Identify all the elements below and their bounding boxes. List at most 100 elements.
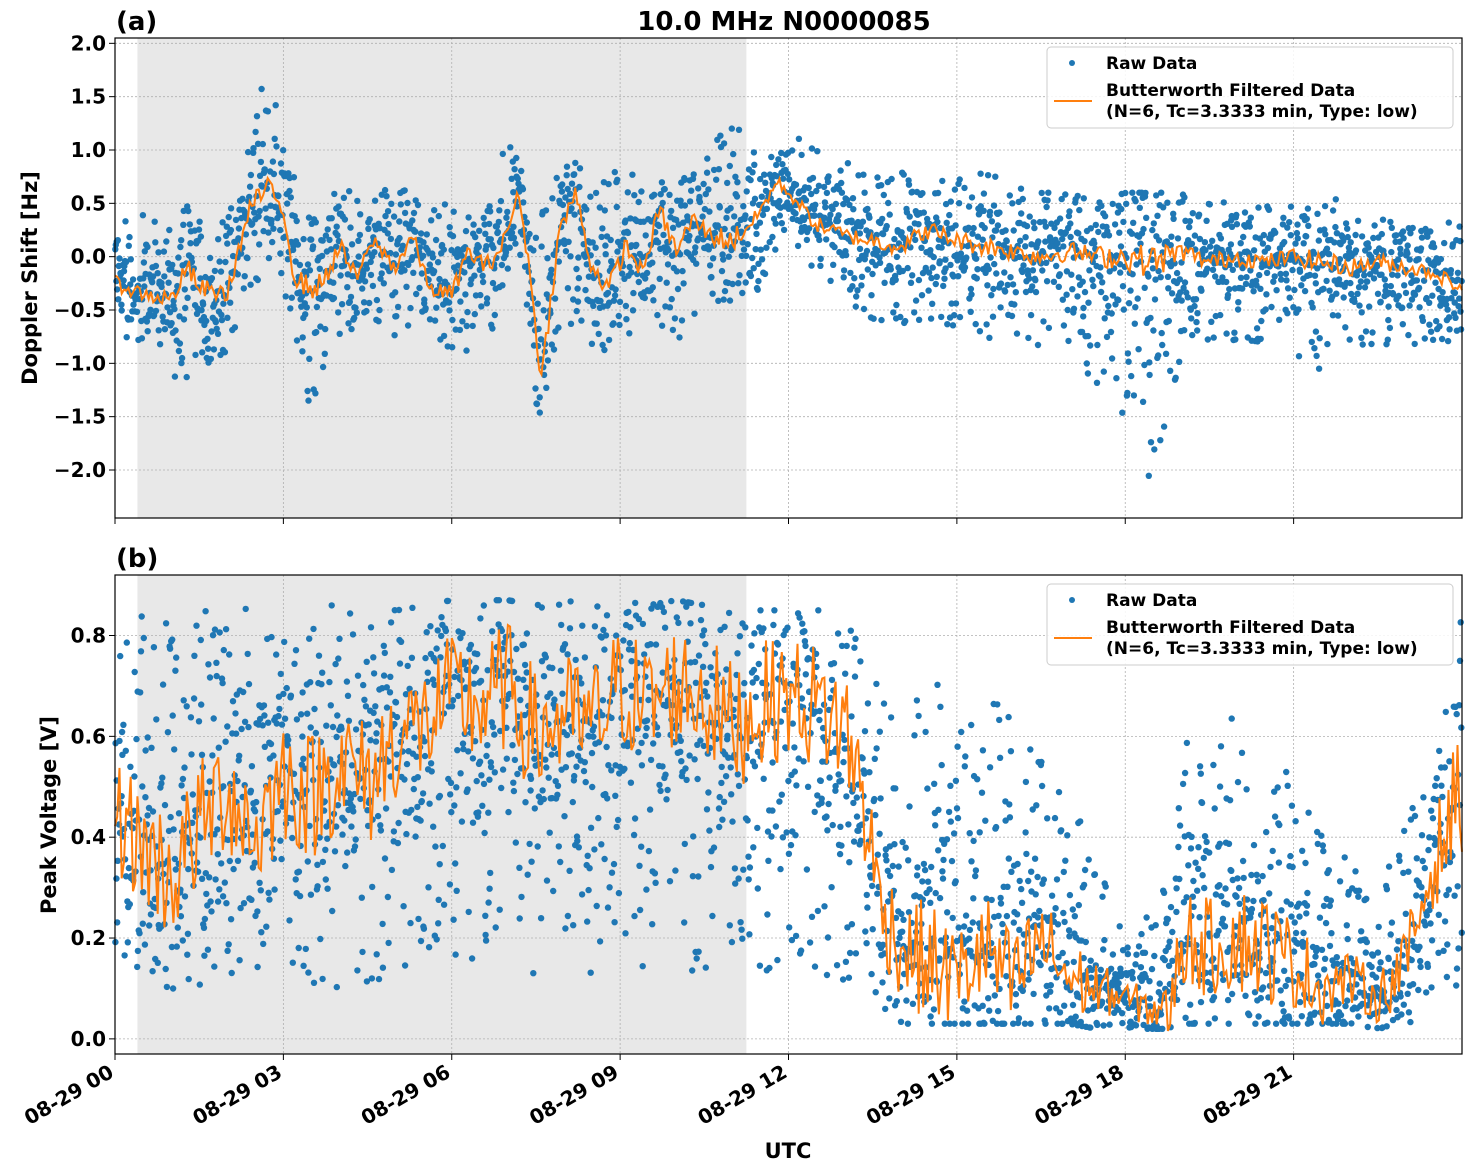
- raw-data-point: [156, 341, 164, 348]
- raw-data-point: [672, 867, 679, 874]
- raw-data-point: [200, 924, 208, 931]
- raw-data-point: [286, 917, 293, 924]
- raw-data-point: [742, 624, 749, 631]
- raw-data-point: [886, 872, 894, 880]
- raw-data-point: [1284, 976, 1292, 984]
- raw-data-point: [583, 206, 590, 213]
- raw-data-point: [997, 900, 1005, 907]
- raw-data-point: [1196, 763, 1204, 770]
- raw-data-point: [456, 326, 464, 334]
- raw-data-point: [879, 941, 887, 948]
- raw-data-point: [869, 270, 876, 278]
- raw-data-point: [1399, 304, 1406, 311]
- raw-data-point: [641, 651, 648, 658]
- raw-data-point: [1141, 949, 1149, 956]
- raw-data-point: [578, 891, 586, 898]
- raw-data-point: [216, 258, 223, 265]
- raw-data-point: [415, 915, 422, 923]
- raw-data-point: [1008, 868, 1015, 875]
- raw-data-point: [504, 265, 511, 272]
- raw-data-point: [934, 189, 942, 197]
- raw-data-point: [573, 265, 580, 273]
- raw-data-point: [464, 308, 471, 316]
- raw-data-point: [313, 328, 320, 336]
- raw-data-point: [1148, 965, 1156, 973]
- raw-data-point: [495, 597, 503, 604]
- raw-data-point: [1032, 277, 1039, 284]
- raw-data-point: [735, 875, 742, 882]
- raw-data-point: [1406, 302, 1413, 309]
- raw-data-point: [1190, 877, 1197, 885]
- raw-data-point: [1183, 894, 1190, 901]
- raw-data-point: [1442, 301, 1450, 308]
- raw-data-point: [1248, 871, 1255, 879]
- raw-data-point: [970, 895, 977, 902]
- raw-data-point: [822, 204, 829, 211]
- raw-data-point: [976, 829, 983, 836]
- raw-data-point: [1170, 215, 1177, 222]
- raw-data-point: [566, 190, 574, 197]
- raw-data-point: [486, 885, 493, 892]
- raw-data-point: [1304, 889, 1311, 897]
- raw-data-point: [1296, 998, 1304, 1006]
- raw-data-point: [480, 602, 487, 609]
- raw-data-point: [1083, 360, 1091, 367]
- raw-data-point: [1257, 335, 1264, 343]
- raw-data-point: [537, 336, 545, 343]
- raw-data-point: [952, 878, 959, 885]
- raw-data-point: [885, 898, 892, 905]
- raw-data-point: [1195, 211, 1203, 218]
- raw-data-point: [1408, 296, 1416, 303]
- raw-data-point: [220, 783, 227, 790]
- raw-data-point: [189, 819, 196, 826]
- raw-data-point: [695, 873, 702, 880]
- raw-data-point: [879, 215, 886, 223]
- raw-data-point: [142, 794, 149, 801]
- raw-data-point: [396, 218, 403, 225]
- raw-data-point: [1094, 341, 1101, 349]
- raw-data-point: [1423, 294, 1430, 302]
- raw-data-point: [193, 622, 200, 629]
- raw-data-point: [613, 203, 620, 211]
- raw-data-point: [960, 923, 968, 930]
- raw-data-point: [268, 633, 275, 641]
- raw-data-point: [251, 859, 258, 866]
- raw-data-point: [377, 275, 384, 282]
- raw-data-point: [409, 604, 416, 611]
- raw-data-point: [999, 253, 1007, 261]
- raw-data-point: [832, 782, 839, 790]
- raw-data-point: [650, 297, 657, 304]
- raw-data-point: [1365, 244, 1372, 251]
- raw-data-point: [884, 867, 891, 874]
- raw-data-point: [531, 805, 538, 812]
- raw-data-point: [815, 182, 823, 189]
- raw-data-point: [623, 316, 630, 323]
- raw-data-point: [248, 896, 255, 903]
- raw-data-point: [369, 883, 376, 891]
- raw-data-point: [363, 265, 370, 272]
- raw-data-point: [207, 355, 215, 363]
- raw-data-point: [567, 253, 574, 260]
- raw-data-point: [284, 256, 292, 263]
- raw-data-point: [681, 202, 689, 209]
- raw-data-point: [575, 844, 582, 851]
- legend-a: Raw Data Butterworth Filtered Data (N=6,…: [1046, 46, 1454, 129]
- raw-data-point: [1173, 269, 1181, 277]
- raw-data-point: [1231, 329, 1238, 336]
- raw-data-point: [707, 664, 714, 671]
- raw-data-point: [357, 795, 364, 803]
- raw-data-point: [537, 915, 545, 922]
- raw-data-point: [1415, 256, 1422, 263]
- raw-data-point: [785, 777, 792, 785]
- raw-data-point: [689, 967, 696, 974]
- raw-data-point: [639, 963, 646, 970]
- raw-data-point: [791, 744, 798, 751]
- raw-data-point: [197, 834, 204, 841]
- raw-data-point: [1022, 234, 1029, 241]
- raw-data-point: [1340, 294, 1347, 301]
- raw-data-point: [335, 655, 342, 662]
- raw-data-point: [266, 896, 273, 903]
- raw-data-point: [196, 981, 203, 988]
- raw-data-point: [1001, 269, 1008, 276]
- raw-data-point: [1067, 233, 1074, 241]
